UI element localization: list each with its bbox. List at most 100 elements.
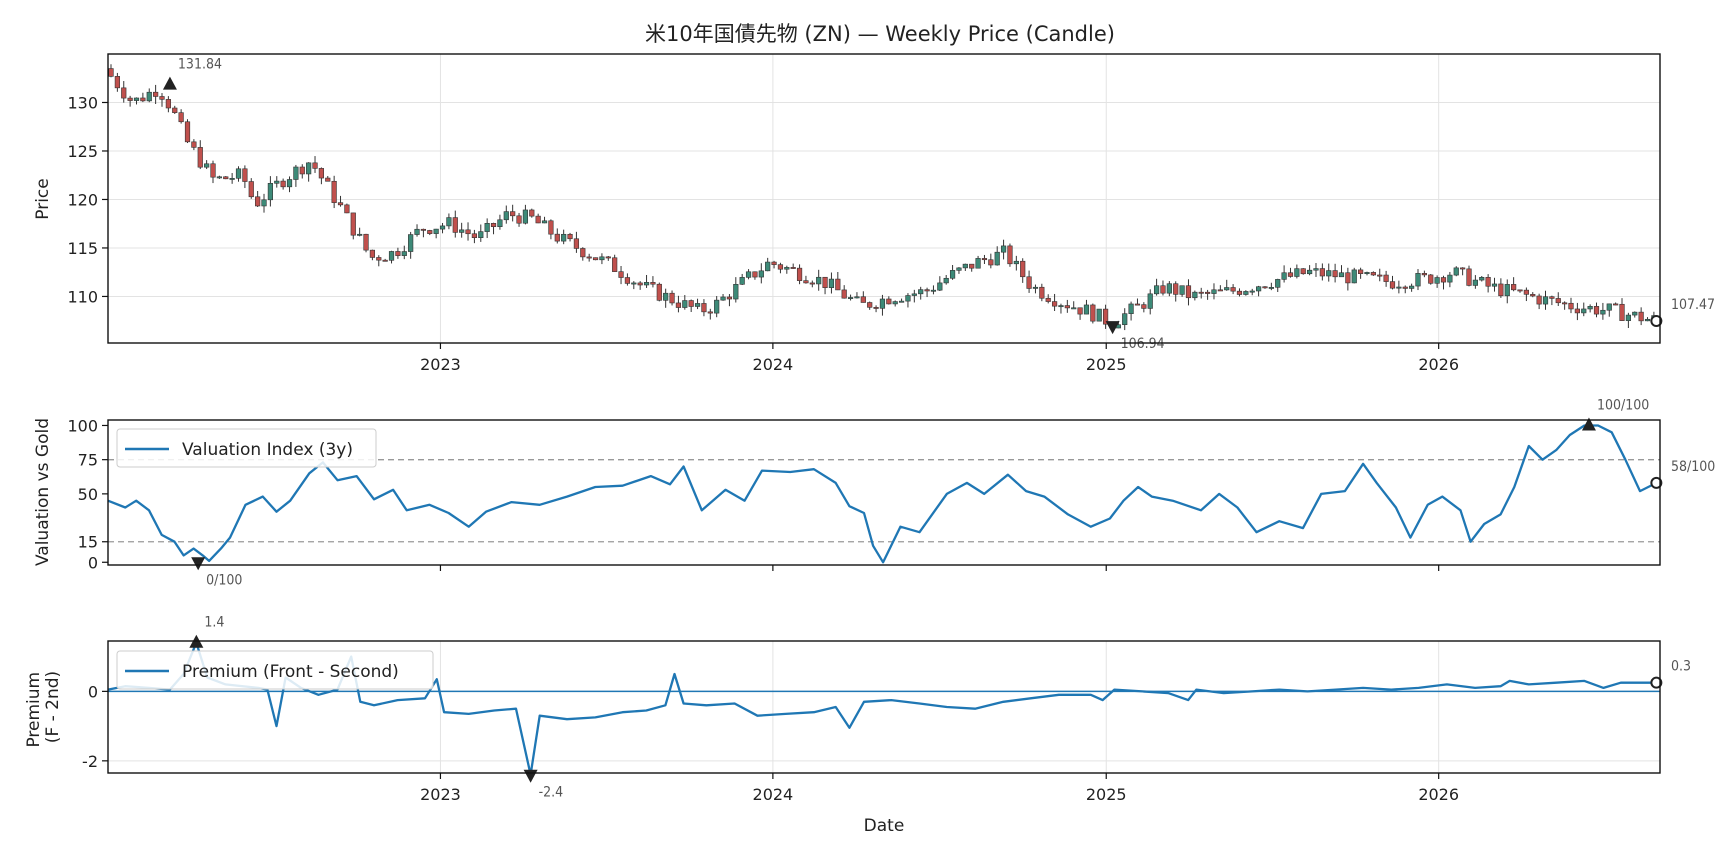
- candle: [1147, 289, 1153, 315]
- candle: [1236, 288, 1243, 297]
- candle-body: [669, 292, 675, 304]
- candle-body: [771, 261, 777, 265]
- candle-body: [1498, 283, 1504, 297]
- candle-body: [165, 99, 171, 109]
- candle: [949, 264, 956, 280]
- candle: [1020, 258, 1026, 283]
- candle-body: [1058, 305, 1064, 308]
- valuation-legend-box: [116, 428, 377, 468]
- candle-body: [210, 163, 216, 178]
- candle-body: [1307, 269, 1313, 275]
- candle-body: [446, 217, 452, 227]
- candle-body: [1396, 286, 1402, 289]
- candle: [643, 274, 650, 288]
- candle: [318, 167, 324, 185]
- candle: [293, 164, 299, 187]
- candle-body: [580, 248, 586, 258]
- candle: [1523, 287, 1529, 302]
- candle: [841, 285, 847, 299]
- candle: [918, 286, 924, 300]
- candle: [121, 81, 127, 103]
- candle: [771, 260, 777, 269]
- candle: [1205, 289, 1211, 300]
- candle: [357, 227, 363, 237]
- candle-body: [1198, 291, 1204, 294]
- candle-body: [790, 267, 796, 269]
- candle: [140, 92, 146, 103]
- candle: [1141, 302, 1147, 313]
- chart-title: 米10年国債先物 (ZN) — Weekly Price (Candle): [645, 22, 1115, 46]
- candle: [1415, 269, 1421, 291]
- candle-body: [337, 202, 344, 206]
- candle: [1083, 299, 1090, 315]
- candle: [1472, 275, 1478, 289]
- candle: [943, 275, 949, 285]
- candle-body: [1147, 293, 1153, 309]
- candle: [822, 276, 828, 295]
- candle-body: [1581, 308, 1587, 314]
- candle-body: [331, 180, 337, 203]
- candle-body: [255, 196, 261, 207]
- candle: [1593, 302, 1600, 318]
- candle: [1179, 285, 1185, 297]
- candle-body: [516, 215, 522, 224]
- candle-body: [1587, 306, 1593, 310]
- candle-body: [1128, 303, 1134, 314]
- candle-body: [1574, 308, 1580, 314]
- candle: [580, 247, 586, 261]
- valuation-reference-lines: [108, 459, 1660, 543]
- candle-body: [1504, 284, 1510, 297]
- candle-body: [1345, 272, 1351, 284]
- candle: [1447, 271, 1453, 288]
- candle: [153, 84, 159, 105]
- candle-body: [592, 257, 599, 261]
- candle: [478, 224, 484, 242]
- candle-body: [1013, 260, 1019, 265]
- candle: [924, 287, 930, 298]
- min-marker: [1105, 321, 1120, 335]
- candle: [1625, 312, 1631, 329]
- candle-body: [408, 234, 414, 252]
- candle-body: [1625, 314, 1631, 321]
- candle-body: [274, 180, 280, 184]
- candle: [1606, 303, 1612, 317]
- candle: [1549, 295, 1555, 306]
- candle: [567, 232, 573, 242]
- candle: [675, 295, 682, 313]
- candle: [1198, 287, 1204, 299]
- candle: [879, 294, 886, 316]
- candle-body: [1160, 285, 1166, 294]
- candle-body: [1236, 290, 1243, 295]
- candle-body: [1256, 286, 1262, 292]
- candle: [631, 281, 637, 290]
- candle: [229, 173, 235, 184]
- candle: [784, 265, 790, 274]
- candle-body: [1192, 291, 1198, 299]
- candle: [803, 275, 809, 284]
- candle: [484, 218, 490, 239]
- candle: [337, 195, 344, 207]
- x-tick-label: 2025: [1086, 785, 1127, 804]
- candle: [599, 253, 605, 265]
- candle: [758, 263, 764, 284]
- candle-body: [637, 282, 643, 286]
- candle-body: [988, 259, 994, 266]
- candle-body: [1644, 318, 1651, 322]
- candle: [796, 264, 803, 285]
- candle: [490, 222, 497, 235]
- candle: [701, 299, 707, 317]
- candle-body: [1281, 272, 1287, 280]
- candle: [146, 88, 152, 103]
- candle-body: [312, 162, 318, 169]
- candle: [1032, 284, 1039, 294]
- candle: [1319, 263, 1325, 281]
- candle-body: [1485, 277, 1491, 287]
- candle-body: [1415, 273, 1421, 287]
- candle-body: [242, 168, 248, 182]
- min-label: 106.94: [1121, 336, 1165, 352]
- candle-body: [1077, 307, 1083, 315]
- candle-body: [1262, 286, 1268, 289]
- valuation-axis-ticks: 015 50 75 100: [67, 416, 1440, 572]
- candle-body: [344, 204, 350, 214]
- candle: [1217, 285, 1223, 292]
